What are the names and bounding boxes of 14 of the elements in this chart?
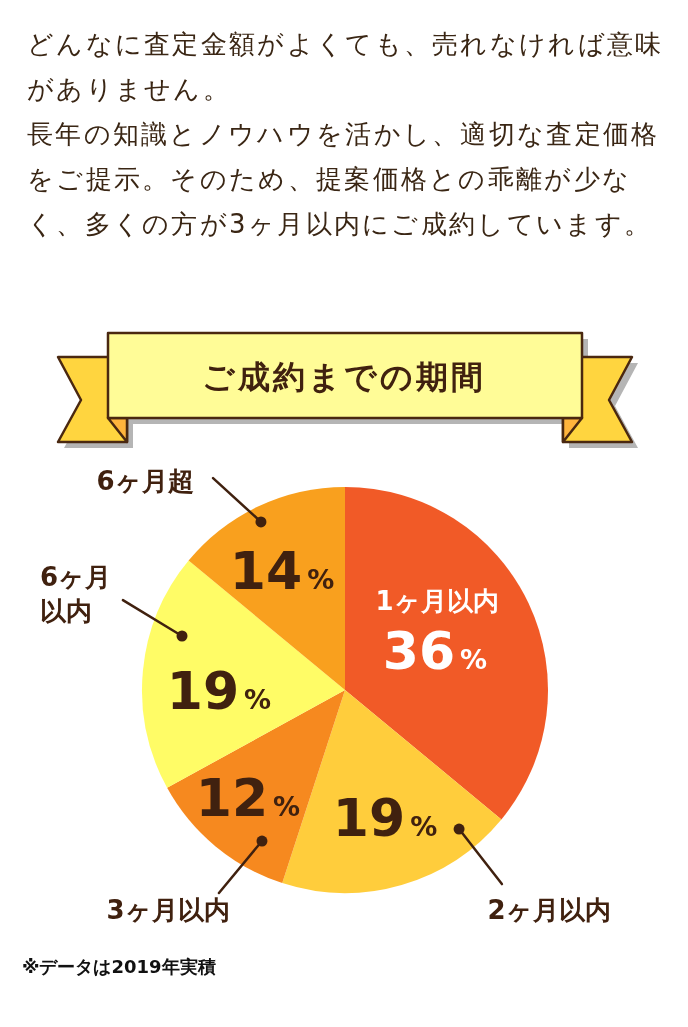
chart-subtitle: どんなに査定金額がよくても、売れなければ意味がありません。 [27, 28, 665, 106]
text: ※データは2019年実積 [22, 956, 216, 978]
text: 長年の知識とノウハウを活かし、適切な査定価格をご提示。そのため、提案価格との乖離が少なく、多くの方が3ヶ月以内にご成約しています。 [27, 118, 661, 241]
slice-label: 6ヶ月以内 [40, 561, 112, 626]
slice-label: 1ヶ月以内 [375, 585, 499, 616]
data-label: 36% [382, 621, 488, 682]
chart-title: ご成約までの期間 [202, 358, 486, 396]
data-label: 12% [195, 767, 301, 828]
slice-label: 2ヶ月以内 [487, 894, 611, 925]
data-label: 19% [332, 788, 438, 849]
slice-label: 3ヶ月以内 [106, 894, 230, 925]
data-label: 14% [229, 541, 335, 602]
slice-label: 6ヶ月超 [96, 465, 194, 496]
data-label: 19% [166, 661, 272, 721]
